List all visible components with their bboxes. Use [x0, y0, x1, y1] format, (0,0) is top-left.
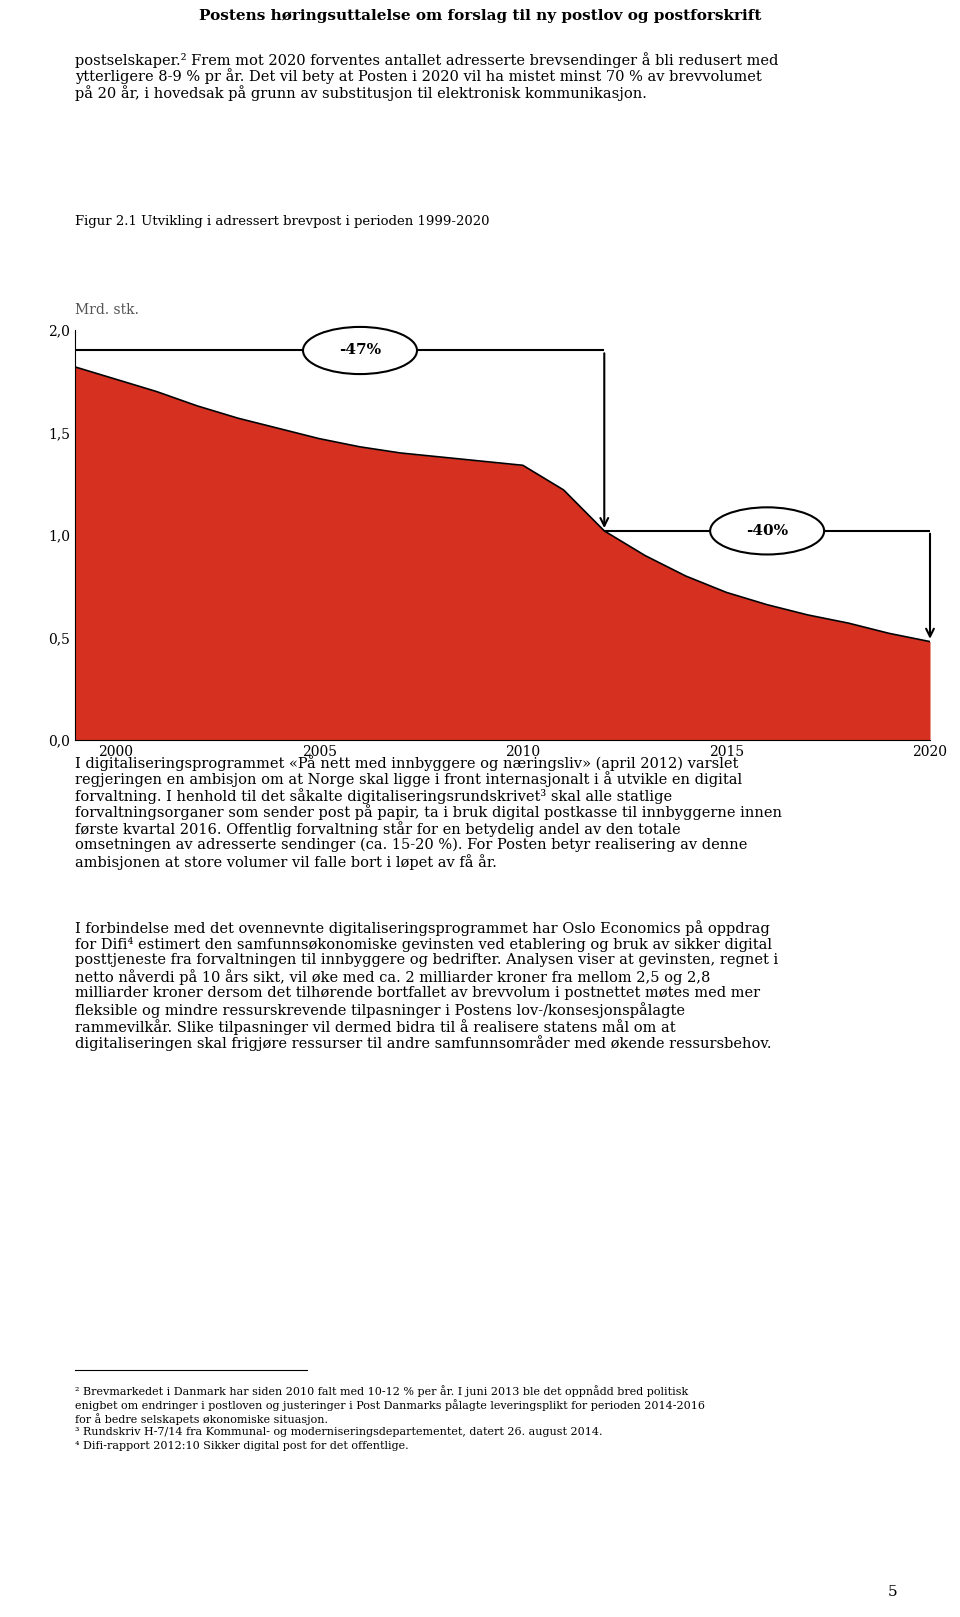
Ellipse shape: [710, 508, 824, 555]
Text: omsetningen av adresserte sendinger (ca. 15-20 %). For Posten betyr realisering : omsetningen av adresserte sendinger (ca.…: [75, 838, 748, 852]
Text: Figur 2.1 Utvikling i adressert brevpost i perioden 1999-2020: Figur 2.1 Utvikling i adressert brevpost…: [75, 215, 490, 228]
Text: forvaltningsorganer som sender post på papir, ta i bruk digital postkasse til in: forvaltningsorganer som sender post på p…: [75, 805, 782, 820]
Text: forvaltning. I henhold til det såkalte digitaliseringsrundskrivet³ skal alle sta: forvaltning. I henhold til det såkalte d…: [75, 787, 672, 804]
Text: ² Brevmarkedet i Danmark har siden 2010 falt med 10-12 % per år. I juni 2013 ble: ² Brevmarkedet i Danmark har siden 2010 …: [75, 1386, 688, 1397]
Text: første kvartal 2016. Offentlig forvaltning står for en betydelig andel av den to: første kvartal 2016. Offentlig forvaltni…: [75, 821, 681, 838]
Text: for Difi⁴ estimert den samfunnsøkonomiske gevinsten ved etablering og bruk av si: for Difi⁴ estimert den samfunnsøkonomisk…: [75, 936, 772, 951]
Text: for å bedre selskapets økonomiske situasjon.: for å bedre selskapets økonomiske situas…: [75, 1413, 328, 1425]
Text: posttjeneste fra forvaltningen til innbyggere og bedrifter. Analysen viser at ge: posttjeneste fra forvaltningen til innby…: [75, 952, 779, 967]
Text: ⁴ Difi-rapport 2012:10 Sikker digital post for det offentlige.: ⁴ Difi-rapport 2012:10 Sikker digital po…: [75, 1441, 409, 1450]
Text: på 20 år, i hovedsak på grunn av substitusjon til elektronisk kommunikasjon.: på 20 år, i hovedsak på grunn av substit…: [75, 86, 647, 100]
Text: -40%: -40%: [746, 524, 788, 538]
Text: regjeringen en ambisjon om at Norge skal ligge i front internasjonalt i å utvikl: regjeringen en ambisjon om at Norge skal…: [75, 771, 742, 787]
Ellipse shape: [303, 327, 417, 374]
Text: postselskaper.² Frem mot 2020 forventes antallet adresserte brevsendinger å bli : postselskaper.² Frem mot 2020 forventes …: [75, 52, 779, 68]
Text: enigbet om endringer i postloven og justeringer i Post Danmarks pålagte levering: enigbet om endringer i postloven og just…: [75, 1399, 705, 1410]
Text: I forbindelse med det ovennevnte digitaliseringsprogrammet har Oslo Economics på: I forbindelse med det ovennevnte digital…: [75, 920, 770, 936]
Text: Mrd. stk.: Mrd. stk.: [75, 302, 139, 317]
Text: netto nåverdi på 10 års sikt, vil øke med ca. 2 milliarder kroner fra mellom 2,5: netto nåverdi på 10 års sikt, vil øke me…: [75, 970, 710, 985]
Text: 5: 5: [888, 1585, 898, 1599]
Text: Postens høringsuttalelse om forslag til ny postlov og postforskrift: Postens høringsuttalelse om forslag til …: [199, 10, 761, 23]
Text: I digitaliseringsprogrammet «På nett med innbyggere og næringsliv» (april 2012) : I digitaliseringsprogrammet «På nett med…: [75, 755, 738, 771]
Text: digitaliseringen skal frigjøre ressurser til andre samfunnsområder med økende re: digitaliseringen skal frigjøre ressurser…: [75, 1035, 772, 1051]
Text: ytterligere 8-9 % pr år. Det vil bety at Posten i 2020 vil ha mistet minst 70 % : ytterligere 8-9 % pr år. Det vil bety at…: [75, 68, 761, 84]
Text: milliarder kroner dersom det tilhørende bortfallet av brevvolum i postnettet møt: milliarder kroner dersom det tilhørende …: [75, 986, 760, 999]
Text: ³ Rundskriv H-7/14 fra Kommunal- og moderniseringsdepartementet, datert 26. augu: ³ Rundskriv H-7/14 fra Kommunal- og mode…: [75, 1426, 603, 1438]
Text: fleksible og mindre ressurskrevende tilpasninger i Postens lov-/konsesjonspålagt: fleksible og mindre ressurskrevende tilp…: [75, 1003, 685, 1019]
Text: -47%: -47%: [339, 343, 381, 357]
Text: ambisjonen at store volumer vil falle bort i løpet av få år.: ambisjonen at store volumer vil falle bo…: [75, 854, 497, 870]
Text: rammevilkår. Slike tilpasninger vil dermed bidra til å realisere statens mål om : rammevilkår. Slike tilpasninger vil derm…: [75, 1019, 676, 1035]
